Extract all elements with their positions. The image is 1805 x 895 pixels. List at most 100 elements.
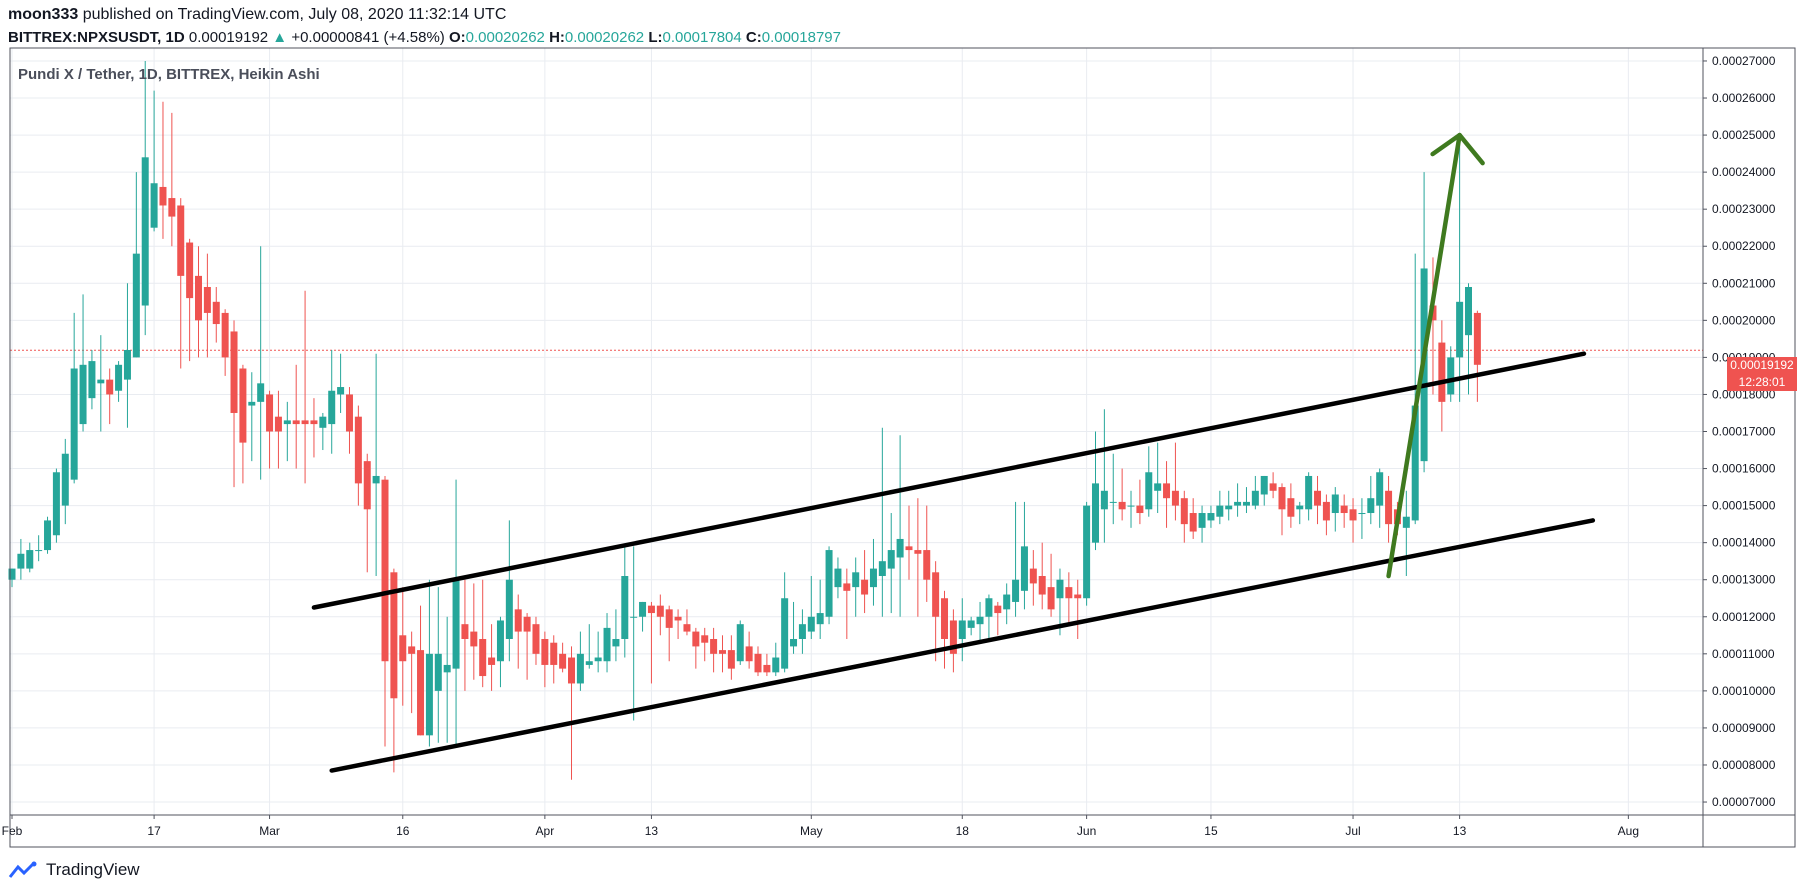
candle-body [363, 461, 371, 510]
candle-body [230, 331, 238, 413]
candle [985, 594, 993, 639]
y-tick-label: 0.00020000 [1712, 313, 1776, 327]
candle-body [345, 394, 353, 432]
candle-body [461, 624, 469, 639]
candle-body [923, 550, 931, 580]
candle [177, 198, 185, 369]
candle [843, 568, 851, 639]
candle-body [656, 605, 664, 617]
candle [159, 101, 167, 239]
candle [701, 627, 709, 662]
candle [141, 60, 149, 336]
candle [1100, 409, 1108, 543]
candle [1074, 579, 1082, 639]
candle-body [1012, 579, 1020, 602]
close-label: C: [745, 29, 762, 46]
candle [532, 616, 540, 665]
candle-body [576, 653, 584, 684]
candle-body [1322, 501, 1330, 521]
candle [26, 542, 34, 573]
candle-body [887, 550, 895, 569]
candle [825, 546, 833, 625]
candle [1305, 472, 1313, 521]
candle-body [328, 390, 336, 425]
candle [443, 616, 451, 743]
candle-body [203, 286, 211, 313]
candle [1447, 346, 1455, 402]
candle [408, 631, 416, 714]
candle-body [523, 616, 531, 632]
candle-body [1234, 501, 1242, 506]
candle [1456, 142, 1464, 402]
candle-body [177, 205, 185, 276]
candle-body [718, 650, 726, 654]
current-price-tag: 0.00019192 [1727, 357, 1797, 374]
grid-lines [10, 48, 1703, 815]
y-tick-label: 0.00015000 [1712, 499, 1776, 513]
candle-body [1411, 405, 1419, 521]
candle-body [1349, 509, 1357, 521]
candle-body [568, 657, 576, 684]
candle-body [807, 616, 815, 632]
author-name[interactable]: moon333 [8, 6, 79, 23]
candle-body [274, 416, 282, 432]
candle [301, 290, 309, 484]
candle [630, 546, 638, 721]
candle [195, 246, 203, 358]
y-tick-label: 0.00016000 [1712, 462, 1776, 476]
y-tick-label: 0.00009000 [1712, 721, 1776, 735]
y-tick-label: 0.00023000 [1712, 202, 1776, 216]
candle-body [8, 568, 16, 580]
candle [212, 286, 220, 343]
candle [1296, 501, 1304, 525]
candle [523, 613, 531, 680]
candle [1367, 475, 1375, 525]
candle-body [1100, 490, 1108, 510]
y-tick-label: 0.00027000 [1712, 54, 1776, 68]
candle-body [1473, 312, 1481, 365]
candle-body [70, 368, 78, 480]
x-tick-label: May [800, 824, 823, 838]
candle-body [869, 568, 877, 588]
candle-body [994, 605, 1002, 614]
candle-body [479, 638, 487, 677]
candle [878, 427, 886, 617]
candle [1118, 468, 1126, 521]
candle-body [1278, 487, 1286, 510]
candle [1331, 487, 1339, 532]
candle-body [967, 620, 975, 628]
candle [52, 468, 60, 543]
candle-body [1109, 501, 1117, 503]
candle [1251, 475, 1259, 510]
candle-body [168, 198, 176, 217]
y-tick-label: 0.00010000 [1712, 684, 1776, 698]
y-tick-label: 0.00022000 [1712, 239, 1776, 253]
candle [61, 438, 69, 525]
candle-body [310, 420, 318, 425]
candle-body [639, 601, 647, 617]
candle [1287, 483, 1295, 528]
candle [186, 238, 194, 362]
candle-body [550, 642, 558, 665]
candle-body [798, 624, 806, 639]
candle-body [1251, 490, 1259, 506]
candle-body [790, 638, 798, 647]
candle [896, 435, 904, 617]
candle-body [1269, 483, 1277, 491]
candle-body [1438, 342, 1446, 402]
candle-body [1376, 472, 1384, 506]
candle [1127, 490, 1135, 528]
candle [283, 401, 291, 462]
tradingview-brand[interactable]: TradingView [8, 860, 140, 880]
x-tick-label: Jun [1077, 824, 1096, 838]
candle-body [372, 475, 380, 484]
candle [8, 568, 16, 588]
candle [718, 635, 726, 673]
candle [923, 505, 931, 602]
candle-body [843, 583, 851, 591]
candle [1207, 505, 1215, 528]
candle-body [1074, 594, 1082, 599]
open-value: 0.00020262 [465, 29, 545, 46]
